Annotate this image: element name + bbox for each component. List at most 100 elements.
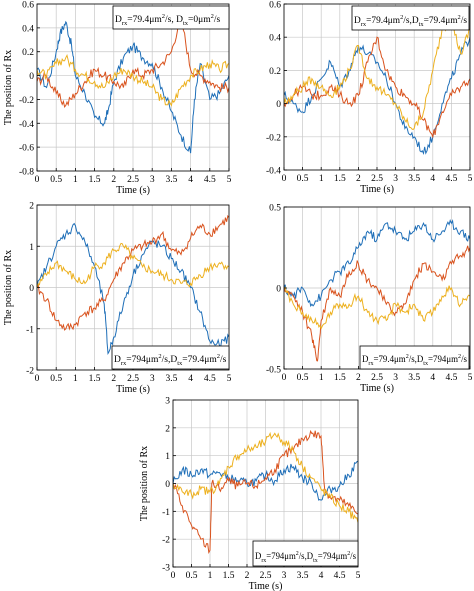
series-line-2 (284, 36, 470, 139)
x-tick-label: 0 (282, 373, 287, 383)
series-line-3 (173, 431, 358, 523)
x-tick-label: 2.5 (371, 373, 383, 383)
y-tick-label: -0.4 (19, 120, 34, 130)
legend-text-part: 2 (406, 353, 409, 360)
x-tick-label: 3 (393, 174, 398, 184)
series-line-3 (37, 54, 229, 107)
y-axis-label: The position of Rx (3, 250, 14, 325)
legend-text-part: D (255, 552, 261, 562)
x-tick-label: 0 (35, 175, 40, 185)
legend-text-part: /s,D (409, 355, 424, 365)
y-tick-label: -0.2 (19, 96, 34, 106)
legend-text-part: =794 (126, 355, 146, 365)
x-tick-label: 0.5 (297, 373, 309, 383)
x-axis-label: Time (s) (249, 581, 283, 591)
legend-text-part: 2 (458, 353, 461, 360)
legend-text: Drx=79.4μm2/s,Dtx=794μm2/s (362, 353, 467, 367)
legend-text-part: μm (284, 552, 296, 562)
y-tick-label: 2 (165, 424, 170, 434)
y-tick-label: 1 (29, 243, 34, 253)
x-tick-label: 0 (35, 374, 40, 384)
legend-text-part: =79.4μm (424, 16, 459, 26)
x-tick-label: 1.5 (334, 174, 346, 184)
legend-text-part: D (354, 16, 361, 26)
x-tick-label: 1 (319, 174, 324, 184)
x-tick-label: 2 (245, 571, 250, 581)
x-tick-label: 3 (150, 175, 155, 185)
legend-text-part: rx (122, 20, 128, 27)
legend-text-part: /s (461, 355, 467, 365)
chart-panel-1: 0 0.5 1 1.5 2 2.5 3 3.5 4 4.5 5 -0.8 -0.6 -0.4 -0.2 0 0.… (3, 1, 232, 197)
y-tick-label: 0.2 (22, 48, 34, 58)
x-tick-label: 1 (319, 373, 324, 383)
x-tick-label: 5 (356, 571, 361, 581)
legend-text-part: μm (388, 16, 401, 26)
x-tick-label: 4.5 (334, 571, 346, 581)
legend-text-part: /s (214, 15, 221, 25)
y-tick-label: 0 (276, 100, 281, 110)
x-axis-label: Time (s) (116, 185, 150, 196)
legend-text-part: tx (313, 557, 318, 564)
x-tick-label: 4.5 (204, 175, 216, 185)
legend-text-part: =79.4 (366, 16, 388, 26)
legend-text-part: /s,D (403, 16, 418, 26)
legend-text-part: D (115, 15, 122, 25)
y-tick-label: -0.6 (19, 144, 34, 154)
y-tick-label: -0.4 (266, 167, 281, 177)
y-tick-label: 0.5 (269, 204, 281, 214)
y-tick-label: -1 (162, 508, 170, 518)
y-tick-label: 0.2 (269, 67, 281, 77)
x-tick-label: 5 (227, 175, 232, 185)
chart-panel-2: 0 0.5 1 1.5 2 2.5 3 3.5 4 4.5 5 -0.4 -0.2 0 0.2 0.4 0.6 T… (266, 1, 473, 196)
legend-text-part: rx (368, 360, 374, 367)
legend-text-part: 2 (211, 13, 214, 20)
y-tick-label: 0 (165, 480, 170, 490)
legend-text: Drx=79.4μm2/s, Dtx=0μm2/s (115, 13, 221, 27)
x-tick-label: 3 (393, 373, 398, 383)
legend-text-part: rx (361, 21, 367, 28)
y-tick-label: 0 (29, 284, 34, 294)
x-tick-label: 1 (73, 175, 78, 185)
x-tick-label: 0.5 (186, 571, 198, 581)
x-tick-label: 2 (111, 175, 116, 185)
legend-text-part: /s,D (162, 355, 178, 365)
legend-text-part: 2 (158, 353, 161, 360)
x-tick-label: 1 (73, 374, 78, 384)
legend-text-part: =79.4μm (373, 355, 406, 365)
x-tick-label: 5 (468, 373, 473, 383)
series-line-1 (284, 37, 470, 156)
x-tick-label: 0.5 (297, 174, 309, 184)
series-line-2 (37, 214, 229, 331)
x-tick-label: 5 (227, 374, 232, 384)
y-tick-label: 0 (276, 285, 281, 295)
y-tick-label: 0.6 (269, 1, 281, 11)
x-tick-label: 0 (171, 571, 176, 581)
y-tick-label: -0.2 (266, 133, 281, 143)
legend-text-part: 2 (217, 353, 220, 360)
legend-text-part: =794μm (428, 355, 459, 365)
x-tick-label: 2 (356, 373, 361, 383)
y-tick-label: 3 (165, 397, 170, 407)
legend-text-part: 2 (296, 550, 299, 557)
y-axis-label: The position of Rx (3, 50, 14, 125)
x-tick-label: 1.5 (89, 175, 101, 185)
x-tick-label: 3 (282, 571, 287, 581)
x-tick-label: 2.5 (127, 175, 139, 185)
x-axis-label: Time (s) (360, 184, 394, 195)
x-axis-label: Time (s) (116, 384, 150, 395)
legend-text-part: rx (261, 557, 267, 564)
legend-text: Drx=794μm2/s,Dtx=79.4μm2/s (114, 353, 227, 367)
x-tick-label: 4.5 (204, 374, 216, 384)
x-tick-label: 1 (208, 571, 213, 581)
series-line-1 (37, 20, 229, 154)
x-tick-label: 4 (430, 373, 435, 383)
series-line-3 (284, 19, 470, 131)
x-tick-label: 5 (468, 174, 473, 184)
x-tick-label: 0 (282, 174, 287, 184)
x-axis-label: Time (s) (360, 383, 394, 394)
legend-text-part: 2 (162, 13, 165, 20)
legend-box (111, 345, 230, 370)
legend-text-part: /s, D (165, 15, 183, 25)
y-tick-label: 0 (29, 72, 34, 82)
